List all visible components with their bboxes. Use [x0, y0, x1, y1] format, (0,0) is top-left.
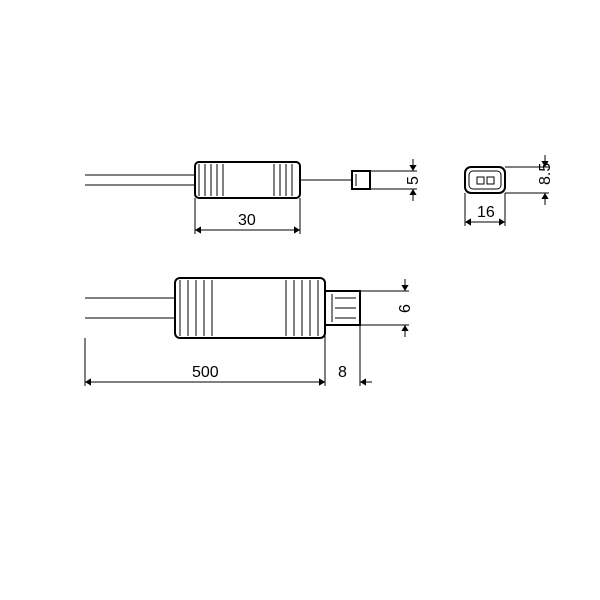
dimension-6: 6	[397, 304, 414, 313]
technical-drawing: 305168.550086	[0, 0, 600, 600]
bottom-unit: 500 8 6	[85, 278, 414, 386]
end-inner	[469, 171, 501, 189]
dimension-30: 30	[238, 212, 256, 229]
dimension-500: 500	[192, 364, 219, 381]
dimension-16: 16	[477, 204, 495, 221]
top-unit: 30 5	[85, 159, 422, 234]
end-view: 168.5	[465, 155, 554, 226]
top-plug	[352, 171, 370, 189]
dimension-8.5: 8.5	[537, 163, 554, 185]
dimension-8: 8	[338, 364, 347, 381]
dimension-5: 5	[405, 176, 422, 185]
